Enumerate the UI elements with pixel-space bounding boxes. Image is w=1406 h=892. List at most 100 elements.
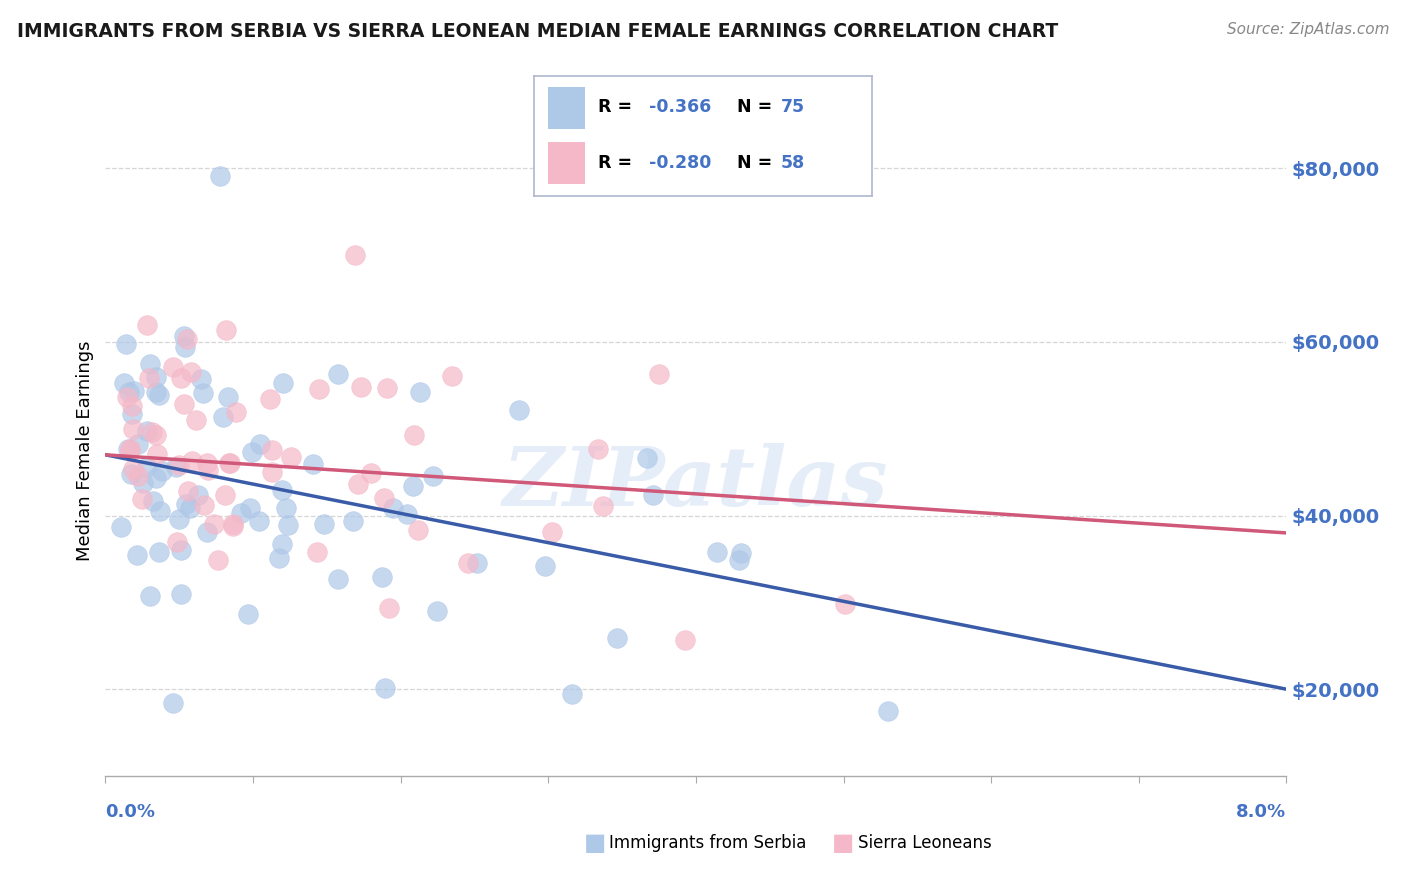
Text: IMMIGRANTS FROM SERBIA VS SIERRA LEONEAN MEDIAN FEMALE EARNINGS CORRELATION CHAR: IMMIGRANTS FROM SERBIA VS SIERRA LEONEAN… [17, 22, 1059, 41]
Point [135, 318, 157, 333]
Point [112, 376, 135, 390]
Point [187, 487, 209, 501]
Point [214, 323, 236, 337]
Point [426, 604, 449, 618]
Point [396, 507, 419, 521]
Point [326, 368, 349, 382]
Point [190, 372, 212, 386]
Point [122, 384, 145, 398]
Point [249, 436, 271, 450]
Point [139, 357, 162, 371]
Point [121, 421, 143, 435]
Point [162, 696, 184, 710]
Point [240, 445, 263, 459]
Point [730, 546, 752, 560]
Point [141, 425, 163, 439]
Point [343, 248, 366, 262]
Point [231, 506, 253, 520]
Point [115, 337, 138, 351]
Point [148, 545, 170, 559]
Point [307, 545, 329, 559]
Point [728, 553, 751, 567]
Point [269, 550, 291, 565]
Point [165, 459, 187, 474]
Text: N =: N = [737, 98, 778, 116]
Point [125, 548, 148, 562]
Point [260, 466, 283, 480]
Point [142, 493, 165, 508]
Point [247, 514, 270, 528]
Point [118, 442, 141, 456]
Point [308, 382, 330, 396]
Point [217, 390, 239, 404]
Point [534, 559, 557, 574]
Point [457, 557, 479, 571]
Bar [548, 87, 585, 128]
Point [170, 543, 193, 558]
Point [145, 385, 167, 400]
Point [110, 520, 132, 534]
Point [262, 442, 284, 457]
Point [149, 504, 172, 518]
Text: N =: N = [737, 153, 778, 171]
Y-axis label: Median Female Earnings: Median Female Earnings [76, 340, 94, 561]
Text: 75: 75 [780, 98, 804, 116]
Point [117, 384, 139, 399]
Point [179, 501, 201, 516]
Point [176, 497, 198, 511]
Point [375, 381, 398, 395]
Point [138, 371, 160, 385]
Point [209, 169, 232, 184]
Point [173, 329, 195, 343]
Point [132, 476, 155, 491]
Point [197, 462, 219, 476]
Point [239, 500, 262, 515]
Point [221, 516, 243, 531]
Point [120, 467, 142, 481]
Point [184, 412, 207, 426]
Point [180, 365, 202, 379]
Point [706, 544, 728, 558]
Point [170, 587, 193, 601]
Point [135, 459, 157, 474]
Point [146, 447, 169, 461]
Point [136, 424, 159, 438]
Point [374, 681, 396, 696]
Point [181, 454, 204, 468]
Point [222, 519, 245, 533]
Point [408, 385, 430, 400]
Point [122, 462, 145, 476]
Point [371, 570, 394, 584]
Point [381, 501, 404, 516]
Point [378, 600, 401, 615]
Point [145, 369, 167, 384]
Point [166, 535, 188, 549]
Point [145, 427, 167, 442]
Text: 58: 58 [780, 153, 804, 171]
Point [193, 498, 215, 512]
Point [274, 500, 297, 515]
Text: Sierra Leoneans: Sierra Leoneans [858, 834, 991, 852]
Point [214, 488, 236, 502]
Point [277, 517, 299, 532]
Point [170, 371, 193, 385]
Point [121, 399, 143, 413]
Point [162, 359, 184, 374]
Point [218, 456, 240, 470]
Text: R =: R = [599, 98, 638, 116]
Point [541, 524, 564, 539]
Point [148, 388, 170, 402]
Point [118, 442, 141, 457]
Point [197, 524, 219, 539]
Point [643, 488, 665, 502]
Point [145, 471, 167, 485]
Point [173, 340, 195, 354]
Point [346, 476, 368, 491]
Point [202, 517, 225, 532]
Text: Source: ZipAtlas.com: Source: ZipAtlas.com [1226, 22, 1389, 37]
Text: -0.366: -0.366 [650, 98, 711, 116]
Point [441, 369, 464, 384]
Point [280, 450, 302, 464]
Point [152, 464, 174, 478]
Point [673, 633, 696, 648]
